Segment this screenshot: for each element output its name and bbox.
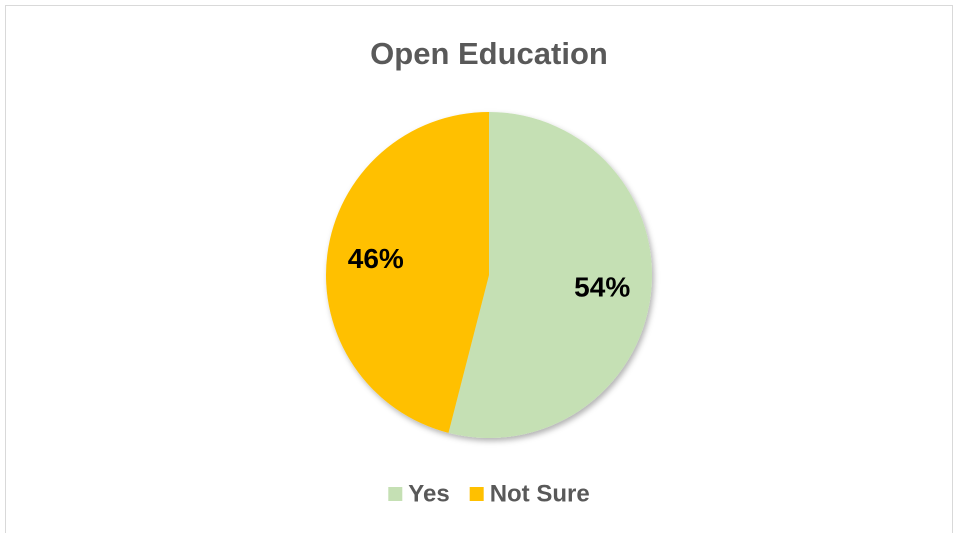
data-label: 46% <box>348 243 404 274</box>
pie-slice <box>448 112 652 439</box>
legend-swatch <box>388 487 403 501</box>
pie <box>326 112 652 439</box>
chart-title: Open Education <box>370 36 608 71</box>
legend-label: Not Sure <box>490 480 590 507</box>
pie-slice <box>326 112 489 433</box>
data-label: 54% <box>574 272 630 303</box>
legend-swatch <box>469 487 484 501</box>
legend-label: Yes <box>408 480 449 507</box>
